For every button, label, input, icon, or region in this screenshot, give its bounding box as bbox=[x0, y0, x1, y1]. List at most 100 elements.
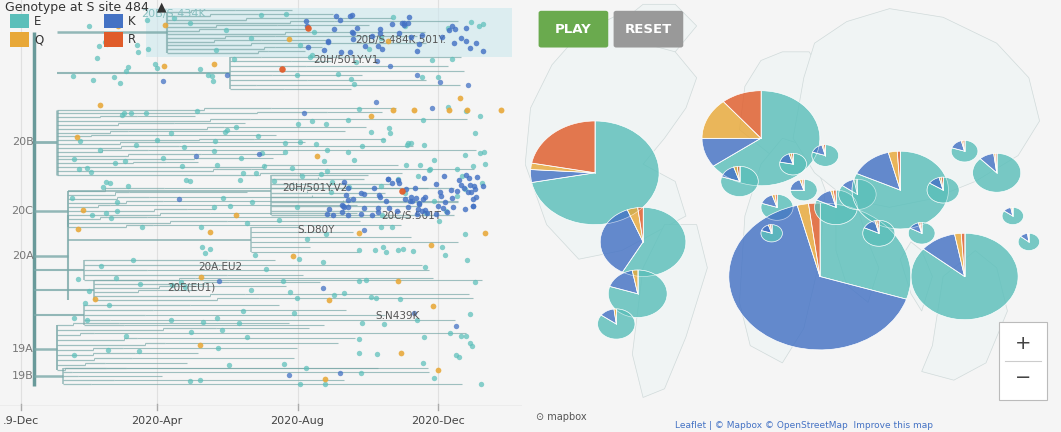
Point bbox=[392, 295, 408, 302]
Point bbox=[456, 206, 473, 213]
Point bbox=[414, 32, 431, 38]
Point bbox=[329, 70, 346, 77]
Point bbox=[432, 193, 449, 200]
Text: −: − bbox=[1014, 368, 1031, 388]
Point bbox=[462, 45, 479, 52]
Point bbox=[332, 49, 349, 56]
Point bbox=[192, 377, 209, 384]
Point bbox=[428, 211, 445, 218]
Point bbox=[372, 224, 389, 231]
Point bbox=[81, 287, 98, 294]
Point bbox=[353, 320, 370, 327]
Wedge shape bbox=[863, 220, 894, 246]
Point bbox=[296, 110, 313, 117]
Wedge shape bbox=[923, 234, 964, 276]
Point bbox=[309, 153, 326, 160]
Wedge shape bbox=[994, 153, 996, 173]
Point bbox=[456, 230, 473, 237]
Wedge shape bbox=[770, 225, 771, 233]
Text: 20B/S.484K.501Y.: 20B/S.484K.501Y. bbox=[355, 35, 446, 44]
Point bbox=[92, 146, 109, 153]
Point bbox=[358, 277, 375, 284]
Point bbox=[306, 29, 323, 35]
Wedge shape bbox=[955, 233, 964, 276]
Point bbox=[129, 42, 146, 49]
Point bbox=[389, 247, 406, 254]
Point bbox=[364, 32, 381, 39]
Wedge shape bbox=[961, 140, 964, 151]
Wedge shape bbox=[927, 177, 959, 203]
Point bbox=[75, 207, 92, 214]
Wedge shape bbox=[638, 207, 643, 242]
Point bbox=[155, 63, 172, 70]
Point bbox=[196, 249, 213, 256]
Point bbox=[395, 19, 412, 26]
Point bbox=[457, 37, 474, 44]
Point bbox=[277, 148, 294, 155]
Wedge shape bbox=[614, 309, 616, 324]
Point bbox=[369, 43, 386, 50]
Point bbox=[206, 61, 223, 68]
Point bbox=[353, 143, 370, 149]
Point bbox=[281, 289, 298, 295]
Point bbox=[457, 333, 474, 340]
Point bbox=[348, 58, 365, 65]
Wedge shape bbox=[1027, 233, 1029, 242]
Point bbox=[382, 130, 399, 137]
Point bbox=[465, 203, 482, 210]
Point bbox=[291, 41, 308, 48]
Point bbox=[182, 377, 199, 384]
Point bbox=[289, 204, 306, 211]
Point bbox=[253, 150, 269, 157]
Point bbox=[297, 365, 314, 372]
Point bbox=[258, 265, 275, 272]
Point bbox=[319, 39, 336, 46]
Point bbox=[301, 53, 318, 60]
Point bbox=[458, 257, 475, 264]
Point bbox=[397, 190, 414, 197]
Point bbox=[370, 191, 387, 198]
Point bbox=[371, 194, 388, 201]
Point bbox=[466, 183, 483, 190]
Point bbox=[467, 185, 484, 192]
Point bbox=[411, 200, 428, 207]
Point bbox=[303, 52, 320, 59]
Wedge shape bbox=[772, 194, 777, 207]
Polygon shape bbox=[922, 251, 1007, 380]
Point bbox=[149, 64, 166, 71]
Point bbox=[447, 352, 464, 359]
Text: 20C/S.501T: 20C/S.501T bbox=[381, 211, 441, 221]
Polygon shape bbox=[632, 225, 708, 397]
Point bbox=[299, 25, 316, 32]
Point bbox=[462, 340, 479, 346]
Wedge shape bbox=[762, 225, 771, 233]
Wedge shape bbox=[817, 191, 836, 207]
Point bbox=[122, 110, 139, 117]
Wedge shape bbox=[721, 167, 740, 181]
Point bbox=[102, 179, 119, 186]
Point bbox=[416, 175, 433, 181]
Point bbox=[475, 149, 492, 156]
Point bbox=[430, 367, 447, 374]
Text: K: K bbox=[128, 15, 136, 28]
Point bbox=[214, 327, 231, 334]
Wedge shape bbox=[875, 220, 879, 233]
Point bbox=[219, 127, 236, 133]
Point bbox=[474, 182, 491, 189]
Point bbox=[465, 162, 482, 169]
Point bbox=[448, 187, 465, 194]
Point bbox=[423, 105, 440, 111]
Point bbox=[253, 11, 269, 18]
Wedge shape bbox=[898, 151, 900, 190]
Point bbox=[65, 73, 82, 79]
Point bbox=[344, 36, 361, 43]
Point bbox=[475, 21, 492, 28]
Point bbox=[390, 29, 407, 36]
Point bbox=[414, 73, 431, 80]
Point bbox=[390, 179, 407, 186]
Point bbox=[424, 302, 441, 309]
Point bbox=[396, 21, 413, 28]
Wedge shape bbox=[602, 309, 616, 324]
Point bbox=[445, 203, 462, 210]
Point bbox=[87, 295, 104, 302]
